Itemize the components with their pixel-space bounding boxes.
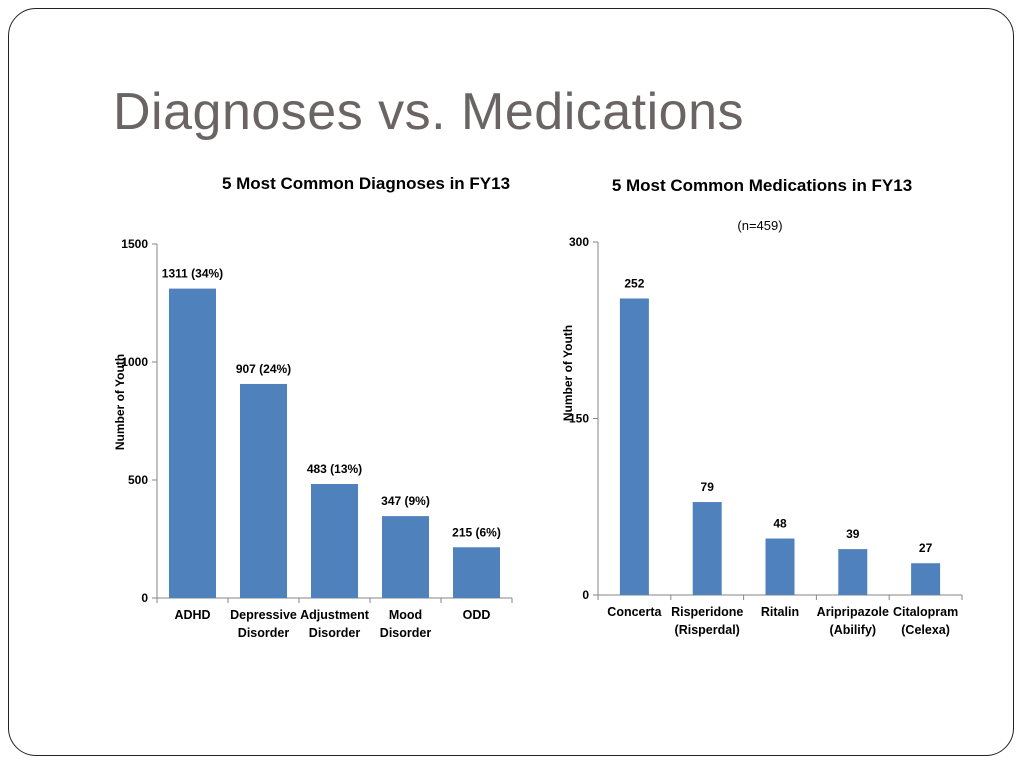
y-axis-label: Number of Youth [561,325,575,421]
bar [765,538,795,595]
category-label: Aripripazole [817,605,889,619]
bar [240,383,287,598]
y-tick-label: 1500 [121,237,148,251]
category-label: Disorder [380,626,432,640]
data-label: 1311 (34%) [162,267,223,281]
chart-title: 5 Most Common Medications in FY13 [612,176,912,195]
bar [169,288,216,598]
category-label: Disorder [238,626,290,640]
bar [311,484,358,598]
chart-title: 5 Most Common Diagnoses in FY13 [222,174,510,193]
category-label: Mood [389,608,422,622]
slide-title: Diagnoses vs. Medications [113,83,745,141]
data-label: 252 [624,276,644,290]
data-label: 907 (24%) [236,362,291,376]
bar [838,549,868,595]
category-label: ODD [463,608,491,622]
y-tick-label: 0 [141,591,148,605]
category-label: Ritalin [761,605,799,619]
data-label: 27 [919,541,933,555]
category-label: Risperidone [671,605,743,619]
category-label: Concerta [607,605,662,619]
category-label: Adjustment [300,608,370,622]
category-label: Depressive [230,608,297,622]
category-label: Disorder [309,626,361,640]
chart-subtitle: (n=459) [737,218,782,233]
category-label: (Risperdal) [675,623,740,637]
bar [382,516,429,598]
category-label: (Celexa) [901,623,950,637]
y-axis-label: Number of Youth [113,354,127,450]
data-label: 39 [846,527,860,541]
bar [911,563,941,595]
category-label: Citalopram [893,605,958,619]
bar [453,547,500,598]
data-label: 215 (6%) [452,525,501,539]
y-tick-label: 150 [569,412,589,426]
data-label: 48 [773,517,787,531]
y-tick-label: 0 [582,588,589,602]
data-label: 79 [701,480,715,494]
bar [692,502,722,595]
y-tick-label: 300 [569,235,589,249]
data-label: 347 (9%) [381,494,430,508]
y-tick-label: 1000 [121,355,148,369]
bar [619,298,649,595]
category-label: ADHD [174,608,210,622]
y-tick-label: 500 [128,473,148,487]
data-label: 483 (13%) [307,462,362,476]
category-label: (Abilify) [830,623,877,637]
